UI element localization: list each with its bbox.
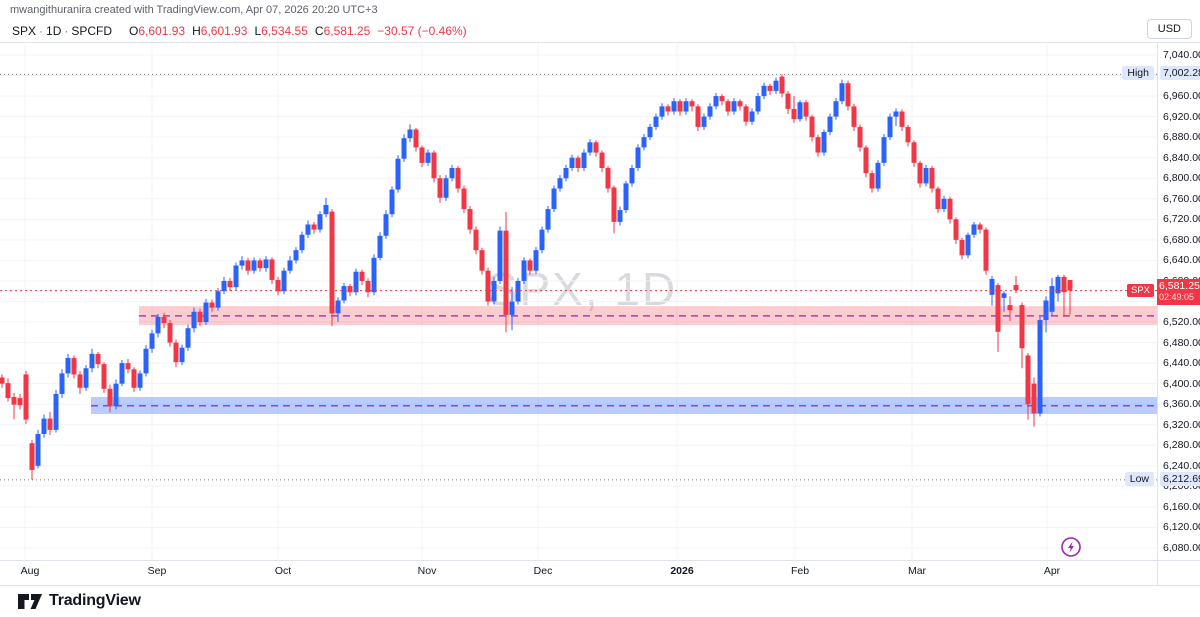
time-axis-label: Mar [907, 565, 927, 577]
price-axis-label: 6,240.00 [1163, 459, 1200, 472]
price-axis-label: 6,920.00 [1163, 110, 1200, 123]
price-chart-canvas[interactable] [0, 0, 1157, 585]
price-axis-label: 6,400.00 [1163, 377, 1200, 390]
ohlc-letter: L [254, 24, 262, 38]
time-axis-label: Sep [147, 565, 167, 577]
price-axis-label: 6,840.00 [1163, 151, 1200, 164]
ohlc-value: 6,581.25 [323, 24, 371, 38]
change-value: −30.57 (−0.46%) [377, 24, 467, 38]
price-axis-label: 6,480.00 [1163, 336, 1200, 349]
legend-separator: · [39, 24, 44, 38]
price-axis-label: 6,440.00 [1163, 357, 1200, 370]
price-axis-label: 6,760.00 [1163, 192, 1200, 205]
price-axis-label: 6,680.00 [1163, 233, 1200, 246]
price-axis-label: 6,800.00 [1163, 172, 1200, 185]
price-axis-label: 6,160.00 [1163, 500, 1200, 513]
time-axis-label: Dec [533, 565, 553, 577]
top-divider [0, 42, 1200, 43]
time-axis-label: Aug [20, 565, 40, 577]
events-lightning-icon[interactable] [1060, 536, 1082, 558]
high-marker-label: High [1122, 66, 1154, 81]
symbol-exchange: SPCFD [71, 24, 113, 38]
low-marker-label: Low [1124, 471, 1154, 486]
high-axis-value: 7,002.28 [1160, 66, 1200, 81]
last-price-value: 6,581.25 [1159, 279, 1200, 292]
currency-unit-button[interactable]: USD [1146, 19, 1192, 39]
time-axis-label: Nov [417, 565, 437, 577]
ohlc-value: 6,601.93 [138, 24, 186, 38]
last-price-axis-tag: 6,581.25 02:49:05 [1157, 278, 1200, 305]
tradingview-logo[interactable]: TradingView [18, 592, 141, 610]
ohlc-value: 6,601.93 [200, 24, 248, 38]
time-axis-label: Feb [790, 565, 810, 577]
price-axis-label: 6,360.00 [1163, 398, 1200, 411]
attribution-text: mwangithuranira created with TradingView… [10, 4, 378, 16]
time-axis-label: 2026 [670, 565, 694, 577]
price-axis-label: 6,520.00 [1163, 316, 1200, 329]
symbol-legend[interactable]: SPX · 1D · SPCFD O6,601.93 H6,601.93 L6,534.55 C… [12, 24, 467, 38]
time-axis-label: Apr [1043, 565, 1061, 577]
bar-close-countdown: 02:49:05 [1159, 291, 1195, 302]
price-axis-label: 6,640.00 [1163, 254, 1200, 267]
price-axis[interactable]: 7,040.00 6,960.00 6,920.00 6,880.00 6,840.00… [1158, 42, 1200, 560]
tradingview-logo-icon [18, 593, 42, 609]
price-axis-label: 6,320.00 [1163, 418, 1200, 431]
ohlc-values: O6,601.93 H6,601.93 L6,534.55 C6,581.25 [122, 24, 370, 38]
bottom-divider [0, 585, 1200, 586]
ohlc-value: 6,534.55 [261, 24, 308, 38]
price-axis-label: 6,080.00 [1163, 542, 1200, 554]
ohlc-letter: H [192, 24, 201, 38]
time-axis-divider [0, 560, 1200, 561]
legend-separator: · [64, 24, 69, 38]
ohlc-letter: O [129, 24, 139, 38]
price-axis-label: 6,720.00 [1163, 213, 1200, 226]
ohlc-letter: C [314, 24, 324, 38]
price-axis-label: 6,120.00 [1163, 521, 1200, 534]
low-axis-value: 6,212.69 [1160, 471, 1200, 486]
symbol-interval: 1D [46, 24, 62, 38]
time-axis[interactable]: Aug Sep Oct Nov Dec 2026 Feb Mar Apr [0, 560, 1157, 585]
tradingview-logo-text: TradingView [49, 592, 141, 609]
symbol-name: SPX [12, 24, 37, 38]
last-price-symbol-chip: SPX [1126, 283, 1154, 297]
price-axis-divider [1157, 42, 1158, 585]
price-axis-label: 6,880.00 [1163, 131, 1200, 144]
price-axis-label: 6,280.00 [1163, 439, 1200, 452]
time-axis-label: Oct [274, 565, 292, 577]
price-axis-label: 7,040.00 [1163, 49, 1200, 61]
price-axis-label: 6,960.00 [1163, 90, 1200, 103]
